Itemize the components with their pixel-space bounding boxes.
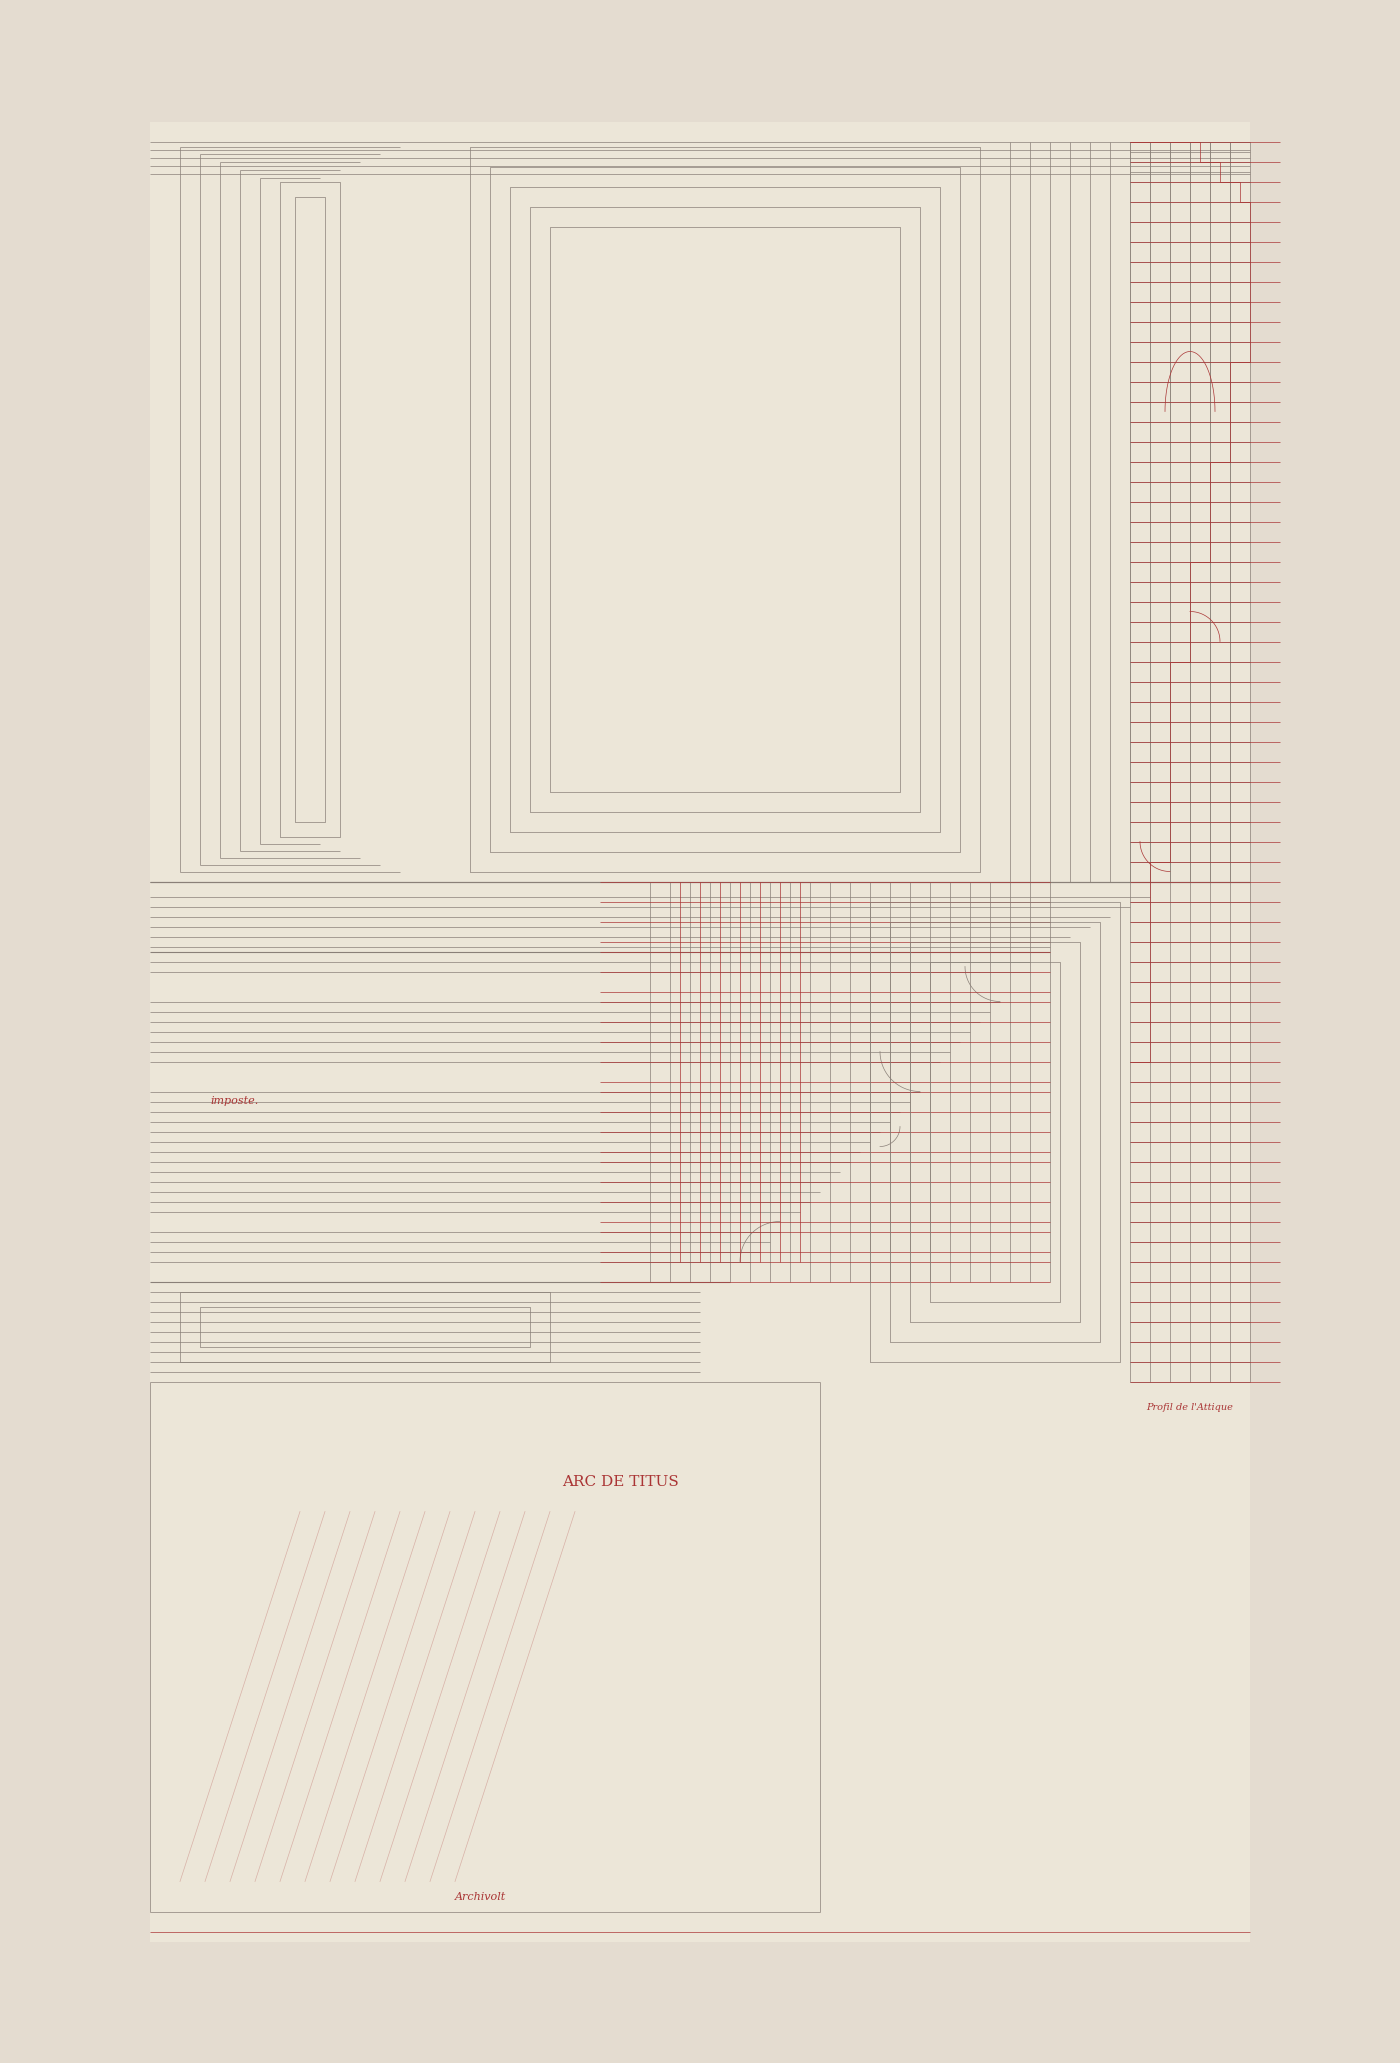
Text: Profil de l'Attique: Profil de l'Attique (1147, 1403, 1233, 1411)
Text: Archivolt: Archivolt (455, 1892, 505, 1902)
Bar (150, 122, 1250, 1941)
Text: imposte.: imposte. (210, 1098, 258, 1106)
Text: ARC DE TITUS: ARC DE TITUS (561, 1475, 679, 1489)
